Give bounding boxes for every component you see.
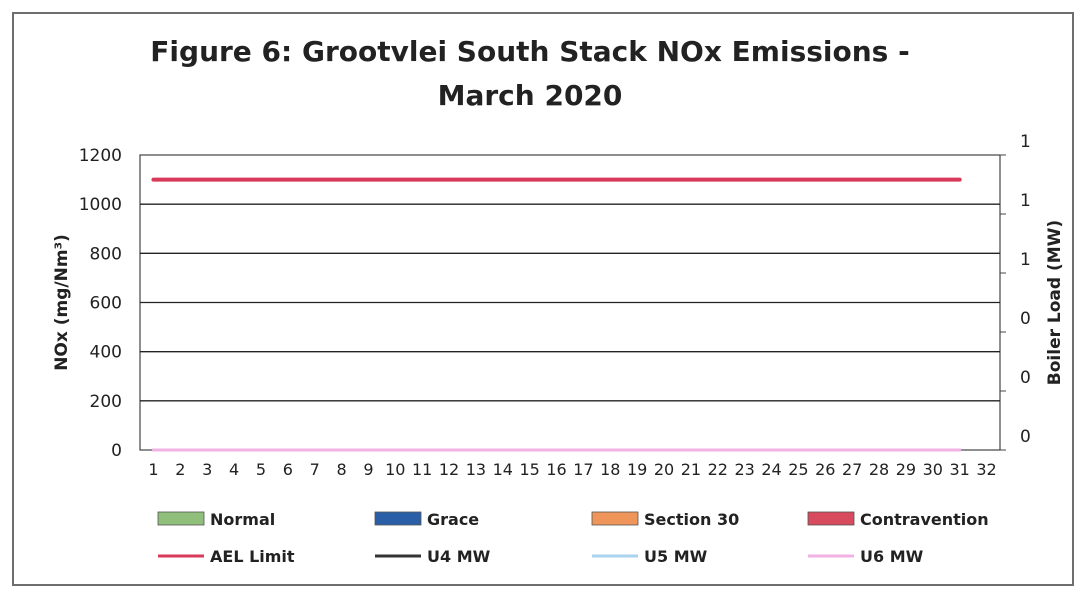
x-tick-label: 24 — [761, 460, 781, 479]
x-tick-label: 9 — [363, 460, 373, 479]
y2-tick-label: 1 — [1020, 250, 1031, 270]
legend-label-u5-mw: U5 MW — [644, 547, 708, 566]
x-tick-label: 3 — [202, 460, 212, 479]
y-tick-label: 0 — [111, 441, 122, 461]
legend-swatch-grace — [374, 511, 422, 526]
y2-tick-label: 0 — [1020, 427, 1031, 447]
x-tick-label: 20 — [654, 460, 674, 479]
x-tick-label: 13 — [466, 460, 486, 479]
y-tick-label: 800 — [90, 244, 122, 264]
legend-label-section-30: Section 30 — [644, 510, 739, 529]
x-tick-label: 2 — [175, 460, 185, 479]
x-tick-label: 18 — [600, 460, 620, 479]
y-axis-label: NOx (mg/Nm³) — [52, 234, 72, 371]
chart-frame — [12, 12, 1074, 586]
x-tick-label: 23 — [735, 460, 755, 479]
x-tick-label: 15 — [520, 460, 540, 479]
legend-label-ael-limit: AEL Limit — [210, 547, 295, 566]
x-tick-label: 30 — [923, 460, 943, 479]
y-tick-label: 400 — [90, 343, 122, 363]
legend-label-u4-mw: U4 MW — [427, 547, 491, 566]
x-tick-label: 7 — [310, 460, 320, 479]
x-tick-label: 10 — [385, 460, 405, 479]
x-tick-label: 31 — [950, 460, 970, 479]
legend-label-grace: Grace — [427, 510, 479, 529]
legend-label-normal: Normal — [210, 510, 275, 529]
x-tick-label: 21 — [681, 460, 701, 479]
legend-swatch-normal — [157, 511, 205, 526]
y-tick-label: 1200 — [79, 146, 122, 166]
x-tick-label: 32 — [976, 460, 996, 479]
x-tick-label: 14 — [493, 460, 513, 479]
legend-swatch-contravention — [807, 511, 855, 526]
x-tick-label: 17 — [573, 460, 593, 479]
x-tick-label: 11 — [412, 460, 432, 479]
y2-tick-label: 0 — [1020, 368, 1031, 388]
y2-tick-label: 1 — [1020, 191, 1031, 211]
y2-axis-label: Boiler Load (MW) — [1045, 220, 1065, 385]
y-tick-label: 200 — [90, 392, 122, 412]
x-tick-label: 26 — [815, 460, 835, 479]
x-tick-label: 12 — [439, 460, 459, 479]
x-tick-label: 27 — [842, 460, 862, 479]
x-tick-label: 22 — [708, 460, 728, 479]
y2-tick-label: 1 — [1020, 132, 1031, 152]
legend-label-u6-mw: U6 MW — [860, 547, 924, 566]
y2-tick-label: 0 — [1020, 309, 1031, 329]
legend-label-contravention: Contravention — [860, 510, 989, 529]
x-tick-label: 28 — [869, 460, 889, 479]
x-tick-label: 29 — [896, 460, 916, 479]
y-tick-label: 600 — [90, 294, 122, 314]
x-tick-label: 4 — [229, 460, 239, 479]
x-tick-label: 25 — [788, 460, 808, 479]
x-tick-label: 1 — [148, 460, 158, 479]
x-tick-label: 16 — [546, 460, 566, 479]
x-tick-label: 19 — [627, 460, 647, 479]
legend-swatch-section-30 — [591, 511, 639, 526]
x-tick-label: 5 — [256, 460, 266, 479]
x-tick-label: 8 — [336, 460, 346, 479]
y-tick-label: 1000 — [79, 195, 122, 215]
x-tick-label: 6 — [283, 460, 293, 479]
chart-title: Figure 6: Grootvlei South Stack NOx Emis… — [150, 35, 910, 112]
